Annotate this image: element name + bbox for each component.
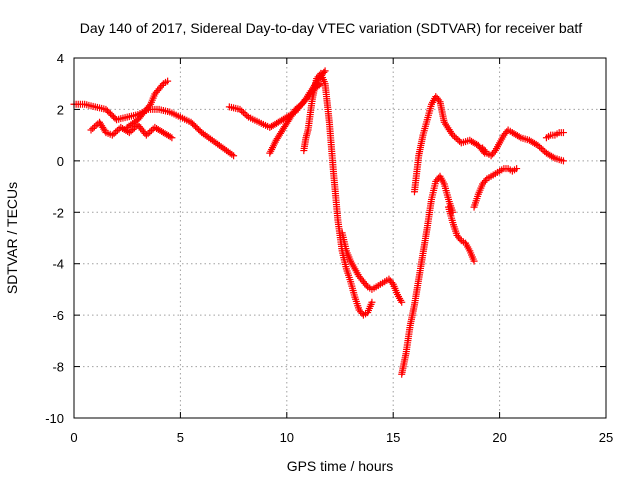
data-point-marker bbox=[388, 279, 396, 287]
data-point-marker bbox=[190, 121, 198, 129]
series-arc-8 bbox=[398, 172, 457, 378]
data-point-marker bbox=[452, 134, 460, 142]
data-point-marker bbox=[450, 133, 458, 141]
data-point-marker bbox=[239, 109, 247, 117]
data-point-marker bbox=[192, 123, 200, 131]
data-point-marker bbox=[195, 126, 203, 134]
data-point-marker bbox=[241, 110, 249, 118]
data-point-marker bbox=[187, 118, 195, 126]
data-point-marker bbox=[108, 111, 116, 119]
data-point-marker bbox=[145, 102, 153, 110]
data-point-marker bbox=[144, 130, 152, 138]
data-point-marker bbox=[125, 129, 133, 137]
data-point-marker bbox=[89, 124, 97, 132]
data-point-marker bbox=[189, 120, 197, 128]
data-point-marker bbox=[106, 110, 114, 118]
data-point-marker bbox=[105, 108, 113, 116]
series-arc-9 bbox=[410, 93, 489, 196]
data-point-marker bbox=[113, 127, 121, 135]
data-point-marker bbox=[102, 105, 110, 113]
series-arc-2 bbox=[123, 77, 172, 131]
data-point-marker bbox=[398, 298, 406, 306]
data-point-marker bbox=[536, 143, 544, 151]
ticks-layer: 0 5 10 15 20 25 -10 -8 -6 -4 -2 0 2 4 bbox=[45, 51, 613, 445]
data-point-marker bbox=[456, 137, 464, 145]
data-point-marker bbox=[103, 107, 111, 115]
data-point-marker bbox=[87, 126, 95, 134]
data-point-marker bbox=[129, 125, 137, 133]
y-tick-label: -10 bbox=[45, 411, 64, 426]
data-point-marker bbox=[243, 112, 251, 120]
data-point-marker bbox=[559, 157, 567, 165]
series-arc-1 bbox=[70, 100, 238, 160]
data-point-marker bbox=[168, 134, 176, 142]
x-tick-label: 5 bbox=[177, 430, 184, 445]
data-point-marker bbox=[127, 127, 135, 135]
data-point-marker bbox=[130, 124, 138, 132]
data-point-marker bbox=[110, 130, 118, 138]
data-point-marker bbox=[549, 153, 557, 161]
data-point-marker bbox=[362, 281, 370, 289]
data-point-marker bbox=[238, 107, 246, 115]
x-axis-title: GPS time / hours bbox=[287, 458, 394, 474]
points-layer bbox=[70, 67, 567, 378]
data-point-marker bbox=[321, 67, 329, 75]
data-point-marker bbox=[146, 128, 154, 136]
y-tick-label: 2 bbox=[57, 102, 64, 117]
chart-title: Day 140 of 2017, Sidereal Day-to-day VTE… bbox=[80, 20, 583, 36]
data-point-marker bbox=[534, 141, 542, 149]
data-point-marker bbox=[166, 133, 174, 141]
series-arc-13 bbox=[542, 129, 567, 142]
y-tick-label: -8 bbox=[52, 360, 64, 375]
data-point-marker bbox=[456, 235, 464, 243]
series-arc-5 bbox=[266, 80, 325, 157]
data-point-marker bbox=[110, 113, 118, 121]
data-point-marker bbox=[368, 298, 376, 306]
data-point-marker bbox=[559, 129, 567, 137]
data-point-marker bbox=[513, 165, 521, 173]
series-arc-12 bbox=[479, 126, 567, 165]
x-tick-label: 20 bbox=[492, 430, 506, 445]
data-point-marker bbox=[193, 124, 201, 132]
y-axis-title: SDTVAR / TECUs bbox=[4, 182, 20, 294]
data-point-marker bbox=[470, 257, 478, 265]
x-tick-label: 0 bbox=[70, 430, 77, 445]
data-point-marker bbox=[236, 105, 244, 113]
x-tick-label: 15 bbox=[386, 430, 400, 445]
y-tick-label: -2 bbox=[52, 205, 64, 220]
y-tick-label: 4 bbox=[57, 51, 64, 66]
data-point-marker bbox=[90, 123, 98, 131]
data-point-marker bbox=[449, 131, 457, 139]
data-point-marker bbox=[112, 128, 120, 136]
x-tick-label: 25 bbox=[599, 430, 613, 445]
data-point-marker bbox=[454, 136, 462, 144]
data-point-marker bbox=[481, 147, 489, 155]
data-point-marker bbox=[490, 148, 498, 156]
series-arc-10 bbox=[445, 203, 478, 265]
series-arc-3 bbox=[87, 118, 176, 142]
data-point-marker bbox=[539, 146, 547, 154]
series-arc-11 bbox=[470, 165, 521, 211]
data-point-marker bbox=[515, 133, 523, 141]
y-tick-label: -4 bbox=[52, 257, 64, 272]
series-arc-7 bbox=[338, 229, 406, 306]
data-point-marker bbox=[147, 127, 155, 135]
data-point-marker bbox=[230, 152, 238, 160]
series-arc-6 bbox=[300, 69, 376, 319]
data-point-marker bbox=[108, 131, 116, 139]
data-point-marker bbox=[537, 145, 545, 153]
data-point-marker bbox=[435, 96, 443, 104]
data-point-marker bbox=[142, 131, 150, 139]
data-point-marker bbox=[164, 77, 172, 85]
data-point-marker bbox=[481, 177, 489, 185]
data-point-marker bbox=[158, 81, 166, 89]
y-tick-label: 0 bbox=[57, 154, 64, 169]
plot-frame bbox=[73, 57, 607, 419]
x-tick-label: 10 bbox=[280, 430, 294, 445]
y-tick-label: -6 bbox=[52, 308, 64, 323]
